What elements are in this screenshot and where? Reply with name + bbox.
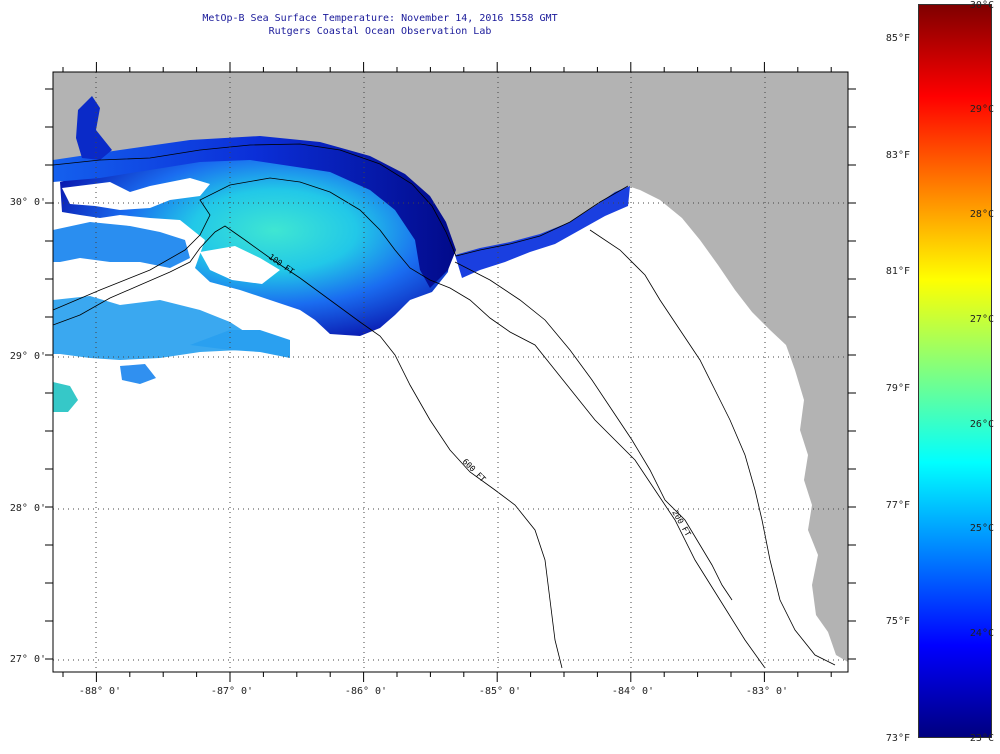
colorbar-f-85: 85°F <box>885 33 910 44</box>
contour-100ft <box>52 225 563 669</box>
colorbar-c-29: 29°C <box>969 104 994 115</box>
lat-label-27: 27° 0' <box>9 654 46 665</box>
lon-label-87: -87° 0' <box>210 686 254 697</box>
colorbar-c-24: 24°C <box>969 628 994 639</box>
colorbar-c-27: 27°C <box>969 314 994 325</box>
colorbar-f-77: 77°F <box>885 500 910 511</box>
graticule <box>53 72 848 672</box>
colorbar-f-83: 83°F <box>885 150 910 161</box>
lat-label-28: 28° 0' <box>9 503 46 514</box>
cloud-hole-1 <box>62 178 210 210</box>
sst-coastal-band <box>455 186 630 278</box>
colorbar-c-28: 28°C <box>969 209 994 220</box>
lon-label-83: -83° 0' <box>745 686 789 697</box>
contour-inner-shelf <box>589 229 836 666</box>
colorbar-c-25: 25°C <box>969 523 994 534</box>
title-line-1: MetOp-B Sea Surface Temperature: Novembe… <box>202 13 558 24</box>
sst-patch-small <box>120 364 156 384</box>
bathymetry-contours <box>52 143 836 669</box>
lon-label-86: -86° 0' <box>344 686 388 697</box>
colorbar-c-30: 30°C <box>969 0 994 11</box>
sst-patch-far-southwest <box>53 382 78 412</box>
contour-200ft <box>454 261 733 601</box>
cloud-hole-3 <box>250 300 310 330</box>
land-mass <box>53 72 848 662</box>
colorbar-f-81: 81°F <box>885 266 910 277</box>
lat-label-30: 30° 0' <box>9 197 46 208</box>
colorbar-f-75: 75°F <box>885 616 910 627</box>
colorbar-f-79: 79°F <box>885 383 910 394</box>
colorbar-c-26: 26°C <box>969 419 994 430</box>
map-title: MetOp-B Sea Surface Temperature: Novembe… <box>170 12 590 38</box>
sst-plume-nearshore <box>53 136 456 288</box>
coastline <box>52 143 629 257</box>
lon-label-85: -85° 0' <box>478 686 522 697</box>
title-line-2: Rutgers Coastal Ocean Observation Lab <box>268 26 492 37</box>
temperature-colorbar <box>918 4 992 738</box>
lon-label-88: -88° 0' <box>78 686 122 697</box>
cloud-hole-2 <box>200 246 280 284</box>
lat-label-29: 29° 0' <box>9 351 46 362</box>
colorbar-f-73: 73°F <box>885 733 910 744</box>
sst-patch-mid <box>190 330 290 358</box>
sst-patch-west <box>53 222 190 268</box>
sst-bay-mobile <box>76 96 112 160</box>
contour-600ft <box>52 177 766 669</box>
colorbar-c-23: 23°C <box>969 733 994 744</box>
map-frame <box>52 71 849 673</box>
tick-marks <box>45 62 856 682</box>
lon-label-84: -84° 0' <box>611 686 655 697</box>
